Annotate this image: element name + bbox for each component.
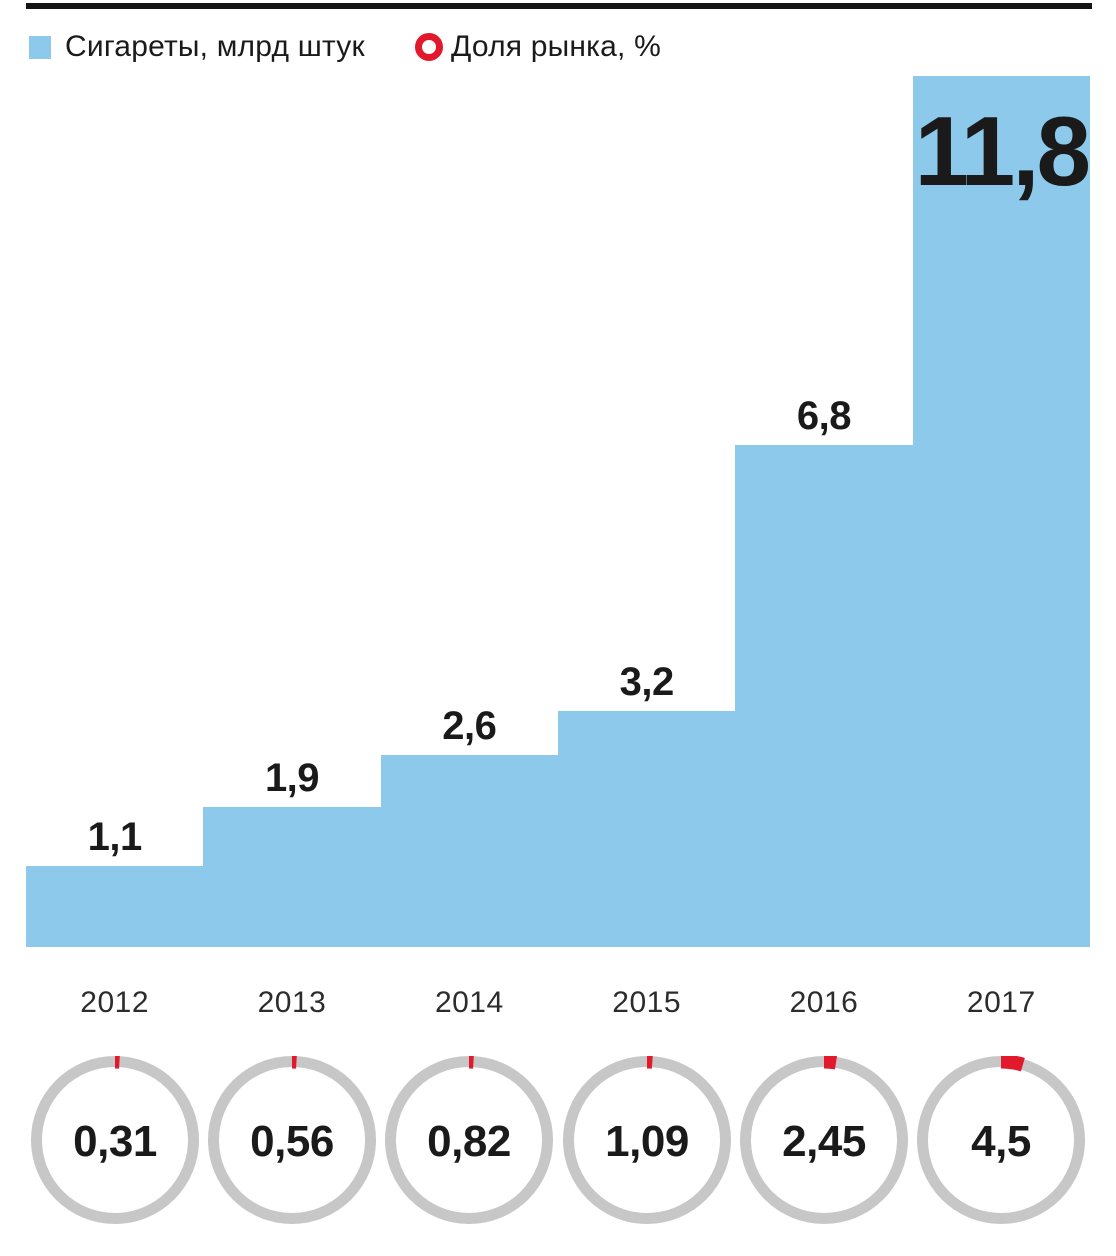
- year-label-2016: 2016: [789, 986, 859, 1019]
- donut-share-arc: [30, 1056, 199, 1224]
- year-label-2015: 2015: [612, 986, 682, 1019]
- year-label-2014: 2014: [434, 986, 504, 1019]
- donut-share-arc: [739, 1056, 908, 1224]
- donut-value-2015: 1,09: [605, 1117, 689, 1166]
- bar-2012: [26, 865, 204, 947]
- donut-chart-2012: 0,31: [30, 1056, 199, 1224]
- year-label-2017: 2017: [966, 986, 1036, 1019]
- legend-label-market-share: Доля рынка, %: [451, 30, 661, 63]
- top-rule: [26, 3, 1092, 9]
- legend-item-market-share: Доля рынка, %: [415, 30, 661, 64]
- bar-value-label-2015: 3,2: [619, 659, 675, 704]
- donut-chart-2013: 0,56: [207, 1056, 376, 1224]
- bar-2017: [912, 76, 1090, 947]
- market-share-donuts: 0,31 0,56 0,82 1,09 2,45 4,5: [26, 1056, 1090, 1224]
- bar-value-label-2013: 1,9: [264, 755, 320, 800]
- donut-cell-2014: 0,82: [381, 1056, 558, 1224]
- donut-cell-2015: 1,09: [558, 1056, 735, 1224]
- donut-chart-2016: 2,45: [739, 1056, 908, 1224]
- bar-value-label-2017: 11,8: [914, 96, 1091, 206]
- donut-chart-2015: 1,09: [562, 1056, 731, 1224]
- chart-column-2013: 1,9: [203, 76, 381, 947]
- bar-value-label-2014: 2,6: [442, 704, 497, 749]
- blue-square-icon: [29, 35, 51, 59]
- bar-2016: [735, 445, 913, 947]
- bar-2014: [380, 755, 558, 947]
- bar-2015: [557, 710, 736, 947]
- donut-share-arc: [562, 1056, 731, 1224]
- chart-column-2017: 11,8: [912, 76, 1091, 947]
- year-label-2012: 2012: [80, 986, 150, 1019]
- red-ring-icon: [415, 33, 443, 61]
- chart-column-2016: 6,8: [735, 76, 913, 947]
- donut-cell-2017: 4,5: [913, 1056, 1090, 1224]
- donut-share-arc: [207, 1056, 376, 1224]
- year-label-2013: 2013: [257, 986, 327, 1019]
- donut-value-2016: 2,45: [782, 1117, 866, 1166]
- donut-value-2017: 4,5: [971, 1117, 1031, 1166]
- bar-2013: [203, 806, 381, 947]
- donut-chart-2017: 4,5: [917, 1056, 1086, 1224]
- bar-value-label-2016: 6,8: [796, 394, 852, 439]
- year-axis: 2012 2013 2014 2015 2016 2017: [26, 986, 1090, 1020]
- donut-cell-2013: 0,56: [203, 1056, 380, 1224]
- donut-cell-2016: 2,45: [735, 1056, 912, 1224]
- donut-cell-2012: 0,31: [26, 1056, 203, 1224]
- chart-column-2014: 2,6: [380, 76, 558, 947]
- donut-share-arc: [385, 1056, 554, 1224]
- legend-item-cigarettes: Сигареты, млрд штук: [29, 30, 365, 64]
- legend: Сигареты, млрд штук Доля рынка, %: [0, 28, 1116, 68]
- chart-column-2012: 1,1: [26, 76, 204, 947]
- donut-chart-2014: 0,82: [385, 1056, 554, 1224]
- chart-column-2015: 3,2: [557, 76, 736, 947]
- bar-value-label-2012: 1,1: [87, 814, 143, 859]
- donut-value-2012: 0,31: [73, 1117, 157, 1166]
- step-area-chart: 1,1 1,9 2,6 3,2 6,8 11,8: [26, 76, 1091, 947]
- donut-share-arc: [917, 1056, 1086, 1224]
- donut-value-2013: 0,56: [250, 1117, 334, 1166]
- legend-label-cigarettes: Сигареты, млрд штук: [65, 30, 365, 63]
- donut-value-2014: 0,82: [427, 1117, 511, 1166]
